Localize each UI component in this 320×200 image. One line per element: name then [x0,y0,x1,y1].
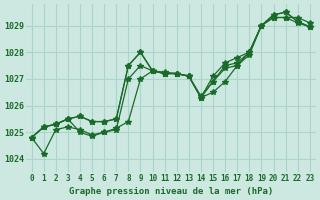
X-axis label: Graphe pression niveau de la mer (hPa): Graphe pression niveau de la mer (hPa) [68,187,273,196]
